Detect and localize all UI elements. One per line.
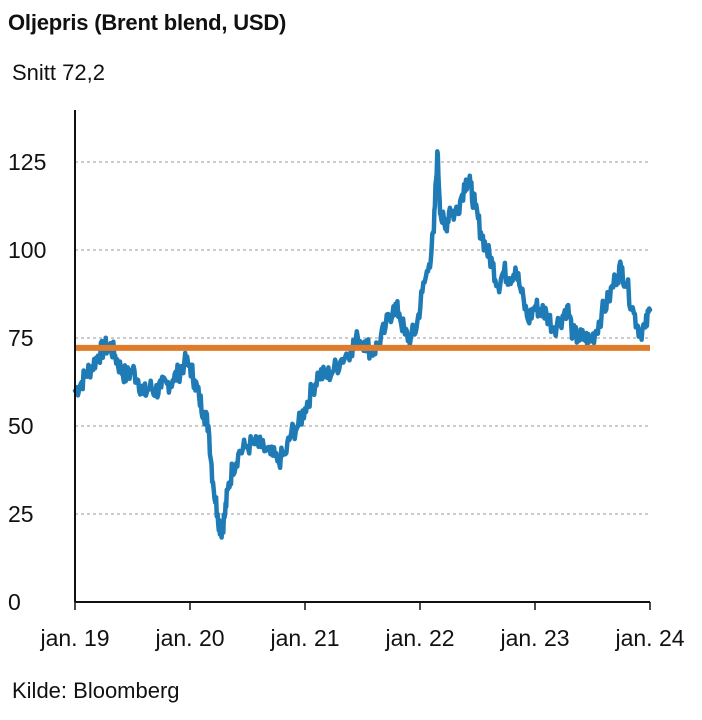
y-tick-label: 125 <box>8 149 46 175</box>
y-axis-ticks: 0 25 50 75 100 125 <box>8 149 46 615</box>
source-note: Kilde: Bloomberg <box>12 678 180 703</box>
y-tick-label: 50 <box>8 413 34 439</box>
x-tick-label: jan. 22 <box>384 625 454 651</box>
x-axis-ticks: jan. 19 jan. 20 jan. 21 jan. 22 jan. 23 jan. … <box>39 602 685 651</box>
x-tick-label: jan. 20 <box>154 625 224 651</box>
series-line-0 <box>72 149 653 540</box>
gridlines <box>75 161 650 515</box>
x-tick-label: jan. 23 <box>499 625 569 651</box>
x-tick-label: jan. 19 <box>39 625 109 651</box>
price-series <box>72 149 653 540</box>
average-label: Snitt 72,2 <box>12 60 105 85</box>
y-tick-label: 0 <box>8 589 21 615</box>
x-tick-label: jan. 21 <box>269 625 339 651</box>
x-tick-label: jan. 24 <box>614 625 684 651</box>
y-tick-label: 25 <box>8 501 34 527</box>
chart-title: Oljepris (Brent blend, USD) <box>8 10 287 35</box>
y-tick-label: 75 <box>8 325 34 351</box>
y-tick-label: 100 <box>8 237 46 263</box>
